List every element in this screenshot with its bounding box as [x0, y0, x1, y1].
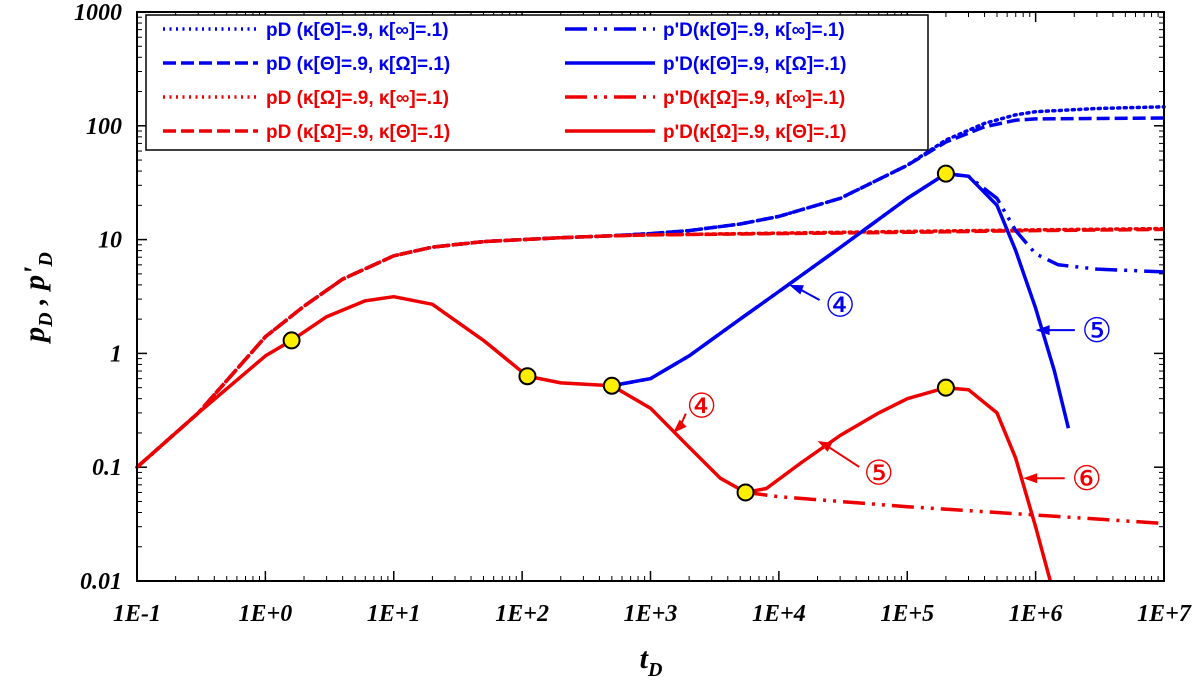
legend-label: p'D(κ[Ω]=.9, κ[∞]=.1) [663, 88, 845, 109]
series-layer [135, 105, 1166, 582]
x-tick-label: 1E+0 [239, 601, 293, 627]
annotation-arrow-line [825, 444, 860, 468]
y-tick-label: 0.1 [92, 455, 122, 481]
annotation-arrowhead [1023, 473, 1038, 484]
y-tick-label: 1000 [74, 0, 122, 26]
annotation-label: ⑤ [864, 453, 894, 493]
x-tick-label: 1E+4 [752, 601, 806, 627]
ticks-layer: 1E-1 1E+0 1E+1 1E+2 1E+3 1E+4 1E+5 1E+6 1E+7 0.01… [74, 0, 1192, 627]
y-tick-label: 100 [86, 114, 122, 140]
x-tick-label: 1E-1 [113, 601, 161, 627]
y-tick-label: 10 [98, 228, 122, 254]
series-line-7 [745, 490, 1165, 526]
annotation-label: ④ [825, 285, 855, 325]
annotation-arrowhead [1035, 325, 1050, 336]
x-tick-label: 1E+7 [1137, 601, 1192, 627]
x-tick-label: 1E+5 [880, 601, 934, 627]
legend-label: p'D(κ[Θ]=.9, κ[Ω]=.1) [663, 54, 846, 75]
x-tick-label: 1E+2 [495, 601, 549, 627]
inflection-marker [736, 483, 755, 502]
legend-label: pD (κ[Θ]=.9, κ[∞]=.1) [266, 20, 449, 41]
legend-label: pD (κ[Ω]=.9, κ[∞]=.1) [266, 88, 449, 109]
inflection-marker [282, 331, 301, 350]
legend-label: p'D(κ[Ω]=.9, κ[Θ]=.1) [663, 122, 846, 143]
series-line-1 [135, 105, 1166, 469]
inflection-marker [602, 376, 621, 395]
inflection-marker [518, 367, 537, 386]
legend-label: pD (κ[Ω]=.9, κ[Θ]=.1) [266, 122, 450, 143]
series-line-6 [611, 171, 1071, 429]
legend-box [145, 14, 929, 151]
marker-layer [282, 164, 955, 502]
x-tick-label: 1E+1 [367, 601, 421, 627]
plot-frame [136, 11, 1165, 582]
y-axis-label: pD , p'D [18, 252, 57, 345]
annotation-arrowhead [673, 419, 687, 433]
inflection-marker [936, 378, 955, 397]
inflection-marker [936, 164, 955, 183]
series-line-4 [135, 227, 1165, 469]
legend-label: pD (κ[Θ]=.9, κ[Ω]=.1) [266, 54, 450, 75]
annotation-label: ⑤ [1082, 311, 1112, 351]
annotation-arrowhead [789, 284, 804, 295]
annotation-arrowhead [817, 440, 833, 452]
legend: pD (κ[Θ]=.9, κ[∞]=.1) pD (κ[Θ]=.9, κ[Ω]=.… [145, 14, 929, 151]
series-line-2 [135, 116, 1165, 469]
annotation-layer: ④ ⑤ ④ ⑤ ⑥ [673, 284, 1112, 499]
x-tick-label: 1E+6 [1009, 601, 1063, 627]
y-tick-label: 0.01 [80, 569, 122, 595]
x-axis-label: tD [640, 642, 663, 681]
y-tick-label: 1 [110, 341, 122, 367]
series-line-8 [135, 294, 1052, 582]
annotation-label: ④ [686, 386, 716, 426]
axis-labels: tD pD , p'D [18, 252, 662, 681]
annotation-label: ⑥ [1071, 459, 1101, 499]
x-tick-label: 1E+3 [624, 601, 678, 627]
legend-label: p'D(κ[Θ]=.9, κ[∞]=.1) [663, 20, 845, 41]
